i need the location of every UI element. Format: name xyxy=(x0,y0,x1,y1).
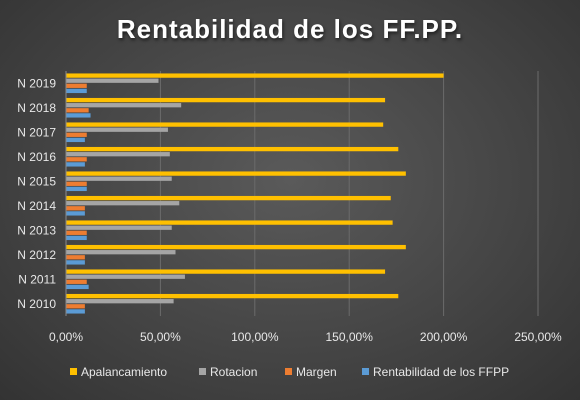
bar-rentabilidad-de-los-ffpp xyxy=(66,260,85,265)
y-tick-label: N 2011 xyxy=(18,272,56,286)
bar-margen xyxy=(66,181,87,186)
bar-margen xyxy=(66,279,87,284)
y-tick-label: N 2012 xyxy=(17,248,56,262)
bar-rotacion xyxy=(66,274,185,279)
x-tick-label: 150,00% xyxy=(326,330,374,344)
bar-rentabilidad-de-los-ffpp xyxy=(66,309,85,314)
legend-label: Rentabilidad de los FFPP xyxy=(373,365,509,379)
bar-apalancamiento xyxy=(66,293,399,299)
bar-rentabilidad-de-los-ffpp xyxy=(66,113,91,118)
bar-rentabilidad-de-los-ffpp xyxy=(66,211,85,216)
bar-margen xyxy=(66,304,85,309)
bar-margen xyxy=(66,255,85,260)
x-tick-label: 0,00% xyxy=(49,330,83,344)
bar-rotacion xyxy=(66,176,172,181)
bar-rentabilidad-de-los-ffpp xyxy=(66,235,87,241)
bar-rotacion xyxy=(66,103,182,108)
y-tick-label: N 2016 xyxy=(17,150,56,164)
y-tick-label: N 2010 xyxy=(17,297,56,311)
y-tick-label: N 2014 xyxy=(17,199,56,213)
y-tick-label: N 2018 xyxy=(17,101,56,115)
x-tick-label: 250,00% xyxy=(514,330,562,344)
bar-apalancamiento xyxy=(66,171,406,176)
bar-margen xyxy=(66,157,87,162)
bar-apalancamiento xyxy=(66,220,393,225)
bar-rotacion xyxy=(66,201,180,206)
legend-swatch xyxy=(362,368,369,375)
bar-rotacion xyxy=(66,250,176,255)
legend-label: Rotacion xyxy=(210,365,257,379)
bar-apalancamiento xyxy=(66,244,406,250)
bar-apalancamiento xyxy=(66,73,444,78)
legend-label: Margen xyxy=(296,365,337,379)
legend-swatch xyxy=(199,368,206,375)
bar-rotacion xyxy=(66,225,172,230)
chart-title: Rentabilidad de los FF.PP. xyxy=(116,14,464,44)
bar-apalancamiento xyxy=(66,97,386,103)
bar-apalancamiento xyxy=(66,122,384,127)
x-tick-label: 100,00% xyxy=(231,330,279,344)
bar-margen xyxy=(66,108,89,113)
legend-label: Apalancamiento xyxy=(81,365,167,379)
bar-rentabilidad-de-los-ffpp xyxy=(66,162,85,167)
x-tick-label: 200,00% xyxy=(420,330,468,344)
bar-rentabilidad-de-los-ffpp xyxy=(66,284,89,290)
bar-rentabilidad-de-los-ffpp xyxy=(66,88,87,94)
y-tick-label: N 2019 xyxy=(17,76,56,90)
y-tick-label: N 2017 xyxy=(17,125,56,139)
bar-rotacion xyxy=(66,78,159,83)
bar-margen xyxy=(66,230,87,235)
legend-swatch xyxy=(70,368,77,375)
x-tick-label: 50,00% xyxy=(140,330,181,344)
bar-apalancamiento xyxy=(66,195,391,201)
bar-margen xyxy=(66,83,87,88)
y-tick-label: N 2015 xyxy=(17,174,56,188)
legend-swatch xyxy=(285,368,292,375)
bar-apalancamiento xyxy=(66,146,399,152)
bar-rentabilidad-de-los-ffpp xyxy=(66,137,85,143)
bar-margen xyxy=(66,132,87,137)
y-tick-label: N 2013 xyxy=(17,223,56,237)
bar-rentabilidad-de-los-ffpp xyxy=(66,186,87,192)
bar-rotacion xyxy=(66,127,168,132)
bar-rotacion xyxy=(66,152,170,157)
bar-apalancamiento xyxy=(66,269,386,274)
bar-rotacion xyxy=(66,299,174,304)
bar-margen xyxy=(66,206,85,211)
